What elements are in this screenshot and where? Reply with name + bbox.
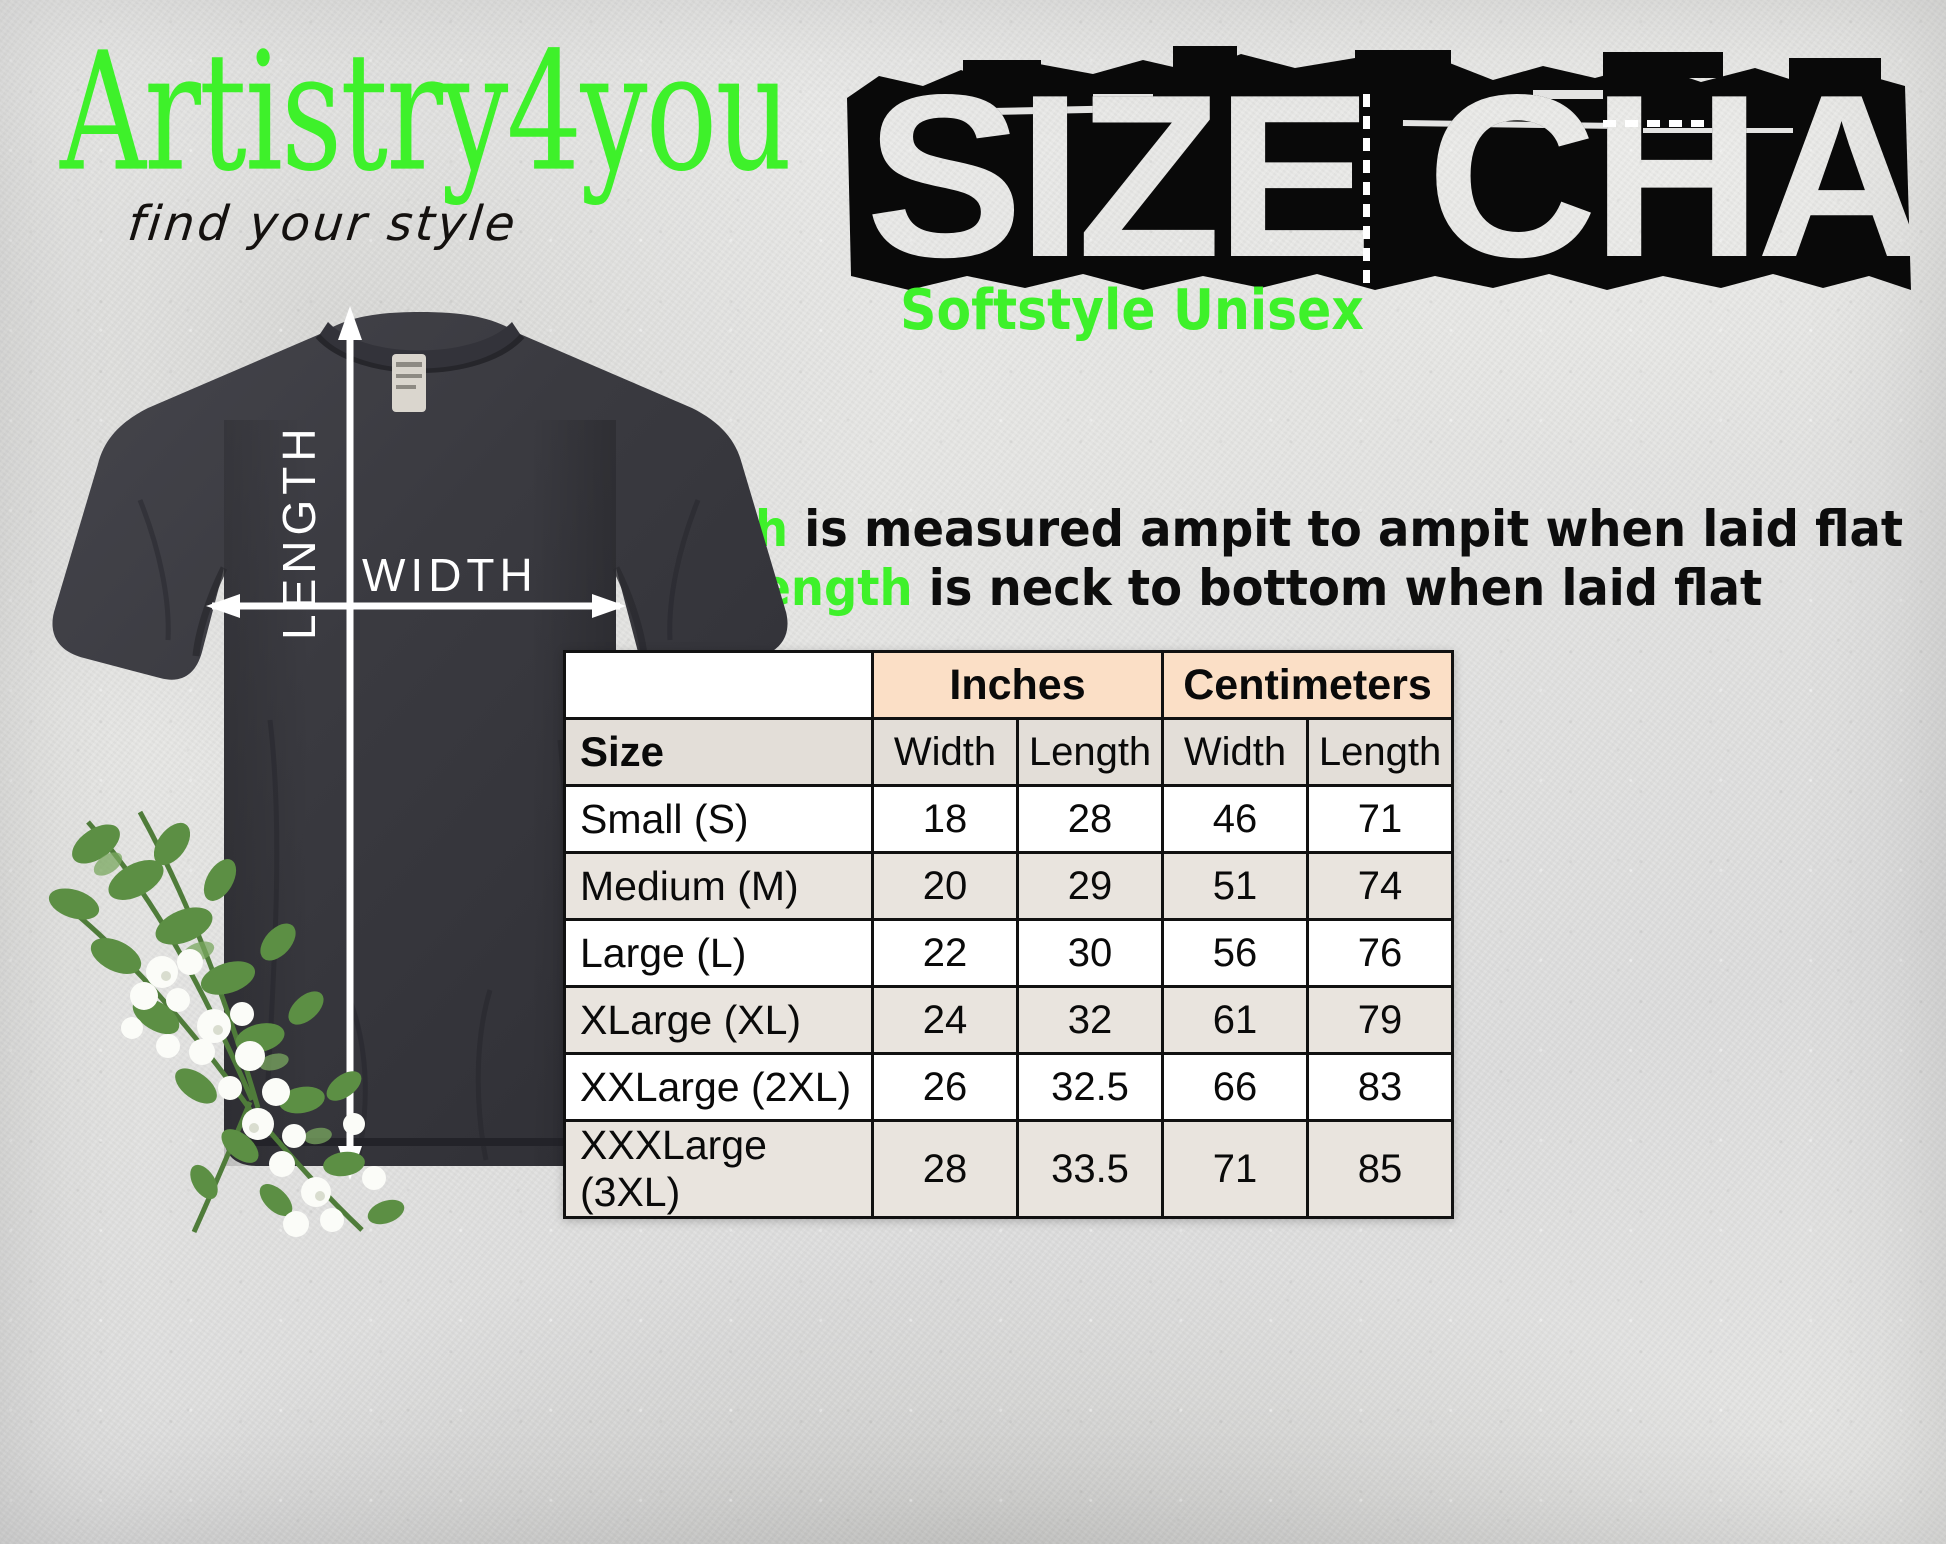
size-chart-table: Inches Centimeters Size Width Length Wid… [563, 650, 1455, 1219]
length-arrow-label: LENGTH [273, 423, 325, 640]
cell-size: XXXLarge (3XL) [563, 1119, 874, 1219]
unit-header-inches: Inches [870, 650, 1165, 720]
cell-size: Small (S) [563, 784, 874, 854]
table-row: Large (L) 22 30 56 76 [563, 918, 1455, 988]
size-chart-banner: SIZE CHART [843, 24, 1915, 292]
column-header-in-width: Width [871, 717, 1019, 787]
cell-size: XLarge (XL) [563, 985, 874, 1055]
cell-cm-length: 79 [1306, 985, 1455, 1055]
length-instruction-text: is neck to bottom when laid flat [912, 558, 1763, 617]
column-header-cm-width: Width [1161, 717, 1310, 787]
cell-in-length: 30 [1015, 918, 1165, 988]
cell-in-length: 33.5 [1015, 1119, 1165, 1219]
cell-in-width: 24 [871, 985, 1019, 1055]
cell-size: XXLarge (2XL) [563, 1052, 874, 1122]
table-row: XXLarge (2XL) 26 32.5 66 83 [563, 1052, 1455, 1122]
unit-header-centimeters: Centimeters [1161, 650, 1455, 720]
cell-cm-width: 61 [1161, 985, 1310, 1055]
cell-cm-length: 83 [1306, 1052, 1455, 1122]
cell-in-width: 20 [871, 851, 1019, 921]
table-row: Small (S) 18 28 46 71 [563, 784, 1455, 854]
table-row: XXXLarge (3XL) 28 33.5 71 85 [563, 1119, 1455, 1219]
cell-in-width: 28 [871, 1119, 1019, 1219]
cell-cm-length: 85 [1306, 1119, 1455, 1219]
table-row: XLarge (XL) 24 32 61 79 [563, 985, 1455, 1055]
brand-tagline: find your style [125, 196, 521, 252]
cell-size: Medium (M) [563, 851, 874, 921]
cell-in-length: 28 [1015, 784, 1165, 854]
column-header-size: Size [563, 717, 874, 787]
cell-cm-width: 51 [1161, 851, 1310, 921]
column-header-in-length: Length [1015, 717, 1165, 787]
width-instruction-text: is measured ampit to ampit when laid fla… [788, 500, 1904, 558]
cell-cm-width: 71 [1161, 1119, 1310, 1219]
cell-cm-length: 71 [1306, 784, 1455, 854]
table-sub-header-row: Size Width Length Width Length [563, 717, 1455, 787]
width-arrow-label: WIDTH [362, 549, 538, 601]
cell-cm-length: 76 [1306, 918, 1455, 988]
cell-cm-width: 66 [1161, 1052, 1310, 1122]
floral-decoration [44, 800, 464, 1240]
cell-cm-width: 56 [1161, 918, 1310, 988]
table-unit-header-row: Inches Centimeters [563, 650, 1455, 720]
unit-header-blank [563, 650, 874, 720]
cell-in-width: 18 [871, 784, 1019, 854]
brand-name: Artistry4you [60, 18, 792, 209]
column-header-cm-length: Length [1306, 717, 1455, 787]
cell-in-length: 32.5 [1015, 1052, 1165, 1122]
cell-in-length: 29 [1015, 851, 1165, 921]
cell-cm-width: 46 [1161, 784, 1310, 854]
size-table-container: Inches Centimeters Size Width Length Wid… [563, 650, 1455, 1219]
product-style-label: Softstyle Unisex [900, 278, 1364, 343]
cell-size: Large (L) [563, 918, 874, 988]
brand-logo: Artistry4you [60, 32, 820, 195]
cell-in-length: 32 [1015, 985, 1165, 1055]
cell-in-width: 26 [871, 1052, 1019, 1122]
table-row: Medium (M) 20 29 51 74 [563, 851, 1455, 921]
cell-in-width: 22 [871, 918, 1019, 988]
cell-cm-length: 74 [1306, 851, 1455, 921]
